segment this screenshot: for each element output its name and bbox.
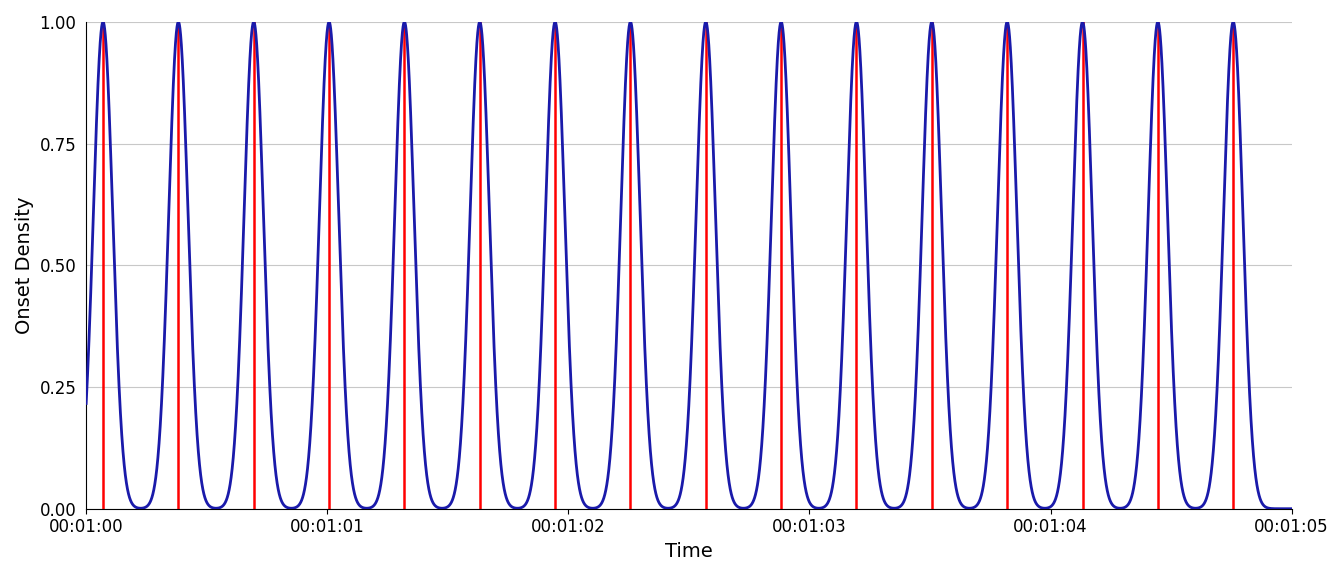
Y-axis label: Onset Density: Onset Density	[15, 196, 34, 334]
X-axis label: Time: Time	[665, 542, 712, 561]
